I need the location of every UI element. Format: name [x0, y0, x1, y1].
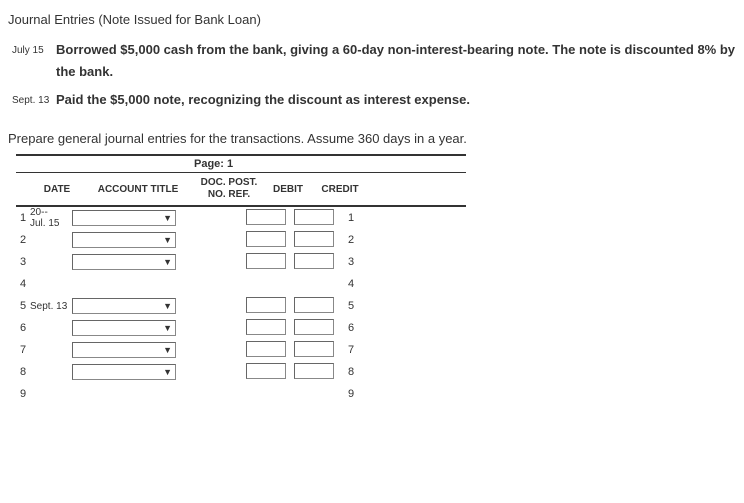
transaction-1-date: July 15: [12, 39, 56, 56]
credit-input[interactable]: [294, 297, 334, 313]
row-index-right: 7: [342, 344, 360, 356]
row-index: 9: [16, 388, 30, 400]
row-date: Sept. 13: [30, 301, 72, 312]
header-doc-post: DOC. POST. NO. REF.: [196, 173, 262, 205]
credit-input[interactable]: [294, 209, 334, 225]
chevron-down-icon: ▼: [163, 213, 172, 223]
page-title: Journal Entries (Note Issued for Bank Lo…: [8, 12, 736, 27]
table-row: 2 ▼ 2: [16, 229, 466, 251]
table-row: 6 ▼ 6: [16, 317, 466, 339]
debit-input[interactable]: [246, 297, 286, 313]
row-index: 7: [16, 344, 30, 356]
debit-input[interactable]: [246, 341, 286, 357]
account-title-dropdown[interactable]: ▼: [72, 364, 176, 380]
credit-input[interactable]: [294, 231, 334, 247]
row-index: 1: [16, 212, 30, 224]
chevron-down-icon: ▼: [163, 367, 172, 377]
credit-input[interactable]: [294, 363, 334, 379]
header-date: DATE: [34, 180, 80, 199]
transaction-2-text: Paid the $5,000 note, recognizing the di…: [56, 89, 736, 111]
row-index-right: 9: [342, 388, 360, 400]
table-row: 3 ▼ 3: [16, 251, 466, 273]
page-label: Page: 1: [16, 156, 466, 173]
account-title-dropdown[interactable]: ▼: [72, 342, 176, 358]
journal-table: Page: 1 DATE ACCOUNT TITLE DOC. POST. NO…: [16, 154, 466, 405]
chevron-down-icon: ▼: [163, 257, 172, 267]
row-index-right: 3: [342, 256, 360, 268]
table-row: 120--Jul. 15▼1: [16, 207, 466, 229]
debit-input[interactable]: [246, 363, 286, 379]
debit-input[interactable]: [246, 253, 286, 269]
journal-header: DATE ACCOUNT TITLE DOC. POST. NO. REF. D…: [16, 173, 466, 207]
transaction-1-text: Borrowed $5,000 cash from the bank, givi…: [56, 39, 736, 83]
debit-input[interactable]: [246, 319, 286, 335]
debit-input[interactable]: [246, 231, 286, 247]
table-row: 44: [16, 273, 466, 295]
header-credit: CREDIT: [314, 180, 366, 199]
row-index: 3: [16, 256, 30, 268]
instruction-text: Prepare general journal entries for the …: [8, 131, 736, 146]
row-index: 2: [16, 234, 30, 246]
table-row: 99: [16, 383, 466, 405]
row-index: 8: [16, 366, 30, 378]
row-index-right: 1: [342, 212, 360, 224]
account-title-dropdown[interactable]: ▼: [72, 320, 176, 336]
row-index: 5: [16, 300, 30, 312]
row-index: 4: [16, 278, 30, 290]
debit-input[interactable]: [246, 209, 286, 225]
account-title-dropdown[interactable]: ▼: [72, 254, 176, 270]
row-index: 6: [16, 322, 30, 334]
row-index-right: 4: [342, 278, 360, 290]
row-index-right: 8: [342, 366, 360, 378]
table-row: 7 ▼ 7: [16, 339, 466, 361]
chevron-down-icon: ▼: [163, 301, 172, 311]
transaction-2: Sept. 13 Paid the $5,000 note, recognizi…: [12, 89, 736, 113]
account-title-dropdown[interactable]: ▼: [72, 232, 176, 248]
chevron-down-icon: ▼: [163, 235, 172, 245]
row-date: 20--Jul. 15: [30, 207, 72, 229]
header-account-title: ACCOUNT TITLE: [80, 180, 196, 199]
table-row: 8 ▼ 8: [16, 361, 466, 383]
credit-input[interactable]: [294, 253, 334, 269]
chevron-down-icon: ▼: [163, 345, 172, 355]
row-index-right: 6: [342, 322, 360, 334]
credit-input[interactable]: [294, 319, 334, 335]
transaction-1: July 15 Borrowed $5,000 cash from the ba…: [12, 39, 736, 83]
chevron-down-icon: ▼: [163, 323, 172, 333]
table-row: 5Sept. 13▼5: [16, 295, 466, 317]
credit-input[interactable]: [294, 341, 334, 357]
account-title-dropdown[interactable]: ▼: [72, 210, 176, 226]
account-title-dropdown[interactable]: ▼: [72, 298, 176, 314]
transaction-2-date: Sept. 13: [12, 89, 56, 106]
row-index-right: 2: [342, 234, 360, 246]
row-index-right: 5: [342, 300, 360, 312]
header-debit: DEBIT: [262, 180, 314, 199]
